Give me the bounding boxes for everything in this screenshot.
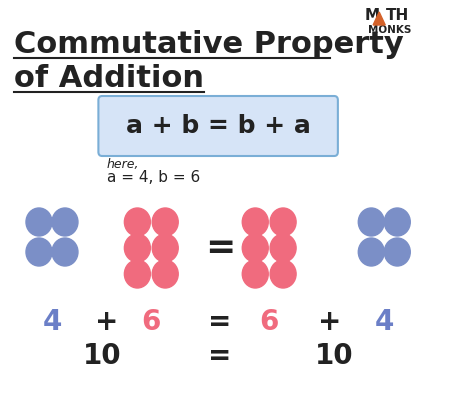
Text: here,: here, — [107, 158, 139, 171]
Text: 10: 10 — [83, 342, 121, 370]
Text: MONKS: MONKS — [367, 25, 411, 35]
Text: 6: 6 — [259, 308, 279, 336]
Circle shape — [358, 208, 384, 236]
Circle shape — [152, 260, 178, 288]
Circle shape — [52, 208, 78, 236]
Circle shape — [26, 238, 52, 266]
Polygon shape — [373, 12, 385, 25]
Text: 4: 4 — [42, 308, 62, 336]
Circle shape — [242, 260, 268, 288]
Circle shape — [242, 234, 268, 262]
Circle shape — [52, 238, 78, 266]
Text: =: = — [208, 308, 232, 336]
Text: +: + — [95, 308, 118, 336]
Circle shape — [384, 238, 410, 266]
Text: =: = — [208, 342, 232, 370]
Circle shape — [124, 260, 150, 288]
Circle shape — [242, 208, 268, 236]
Circle shape — [384, 208, 410, 236]
FancyBboxPatch shape — [99, 96, 338, 156]
Circle shape — [152, 208, 178, 236]
Circle shape — [26, 208, 52, 236]
Text: 10: 10 — [315, 342, 354, 370]
Circle shape — [270, 234, 296, 262]
Text: +: + — [318, 308, 341, 336]
Text: of Addition: of Addition — [14, 64, 204, 93]
Text: a + b = b + a: a + b = b + a — [126, 114, 310, 138]
Text: 6: 6 — [142, 308, 161, 336]
Text: Commutative Property: Commutative Property — [14, 30, 404, 59]
Text: =: = — [205, 231, 235, 265]
Text: M: M — [365, 8, 380, 23]
Circle shape — [270, 260, 296, 288]
Circle shape — [124, 208, 150, 236]
Text: 4: 4 — [374, 308, 394, 336]
Text: TH: TH — [386, 8, 410, 23]
Circle shape — [124, 234, 150, 262]
Text: a = 4, b = 6: a = 4, b = 6 — [107, 170, 200, 185]
Circle shape — [152, 234, 178, 262]
Circle shape — [358, 238, 384, 266]
Circle shape — [270, 208, 296, 236]
